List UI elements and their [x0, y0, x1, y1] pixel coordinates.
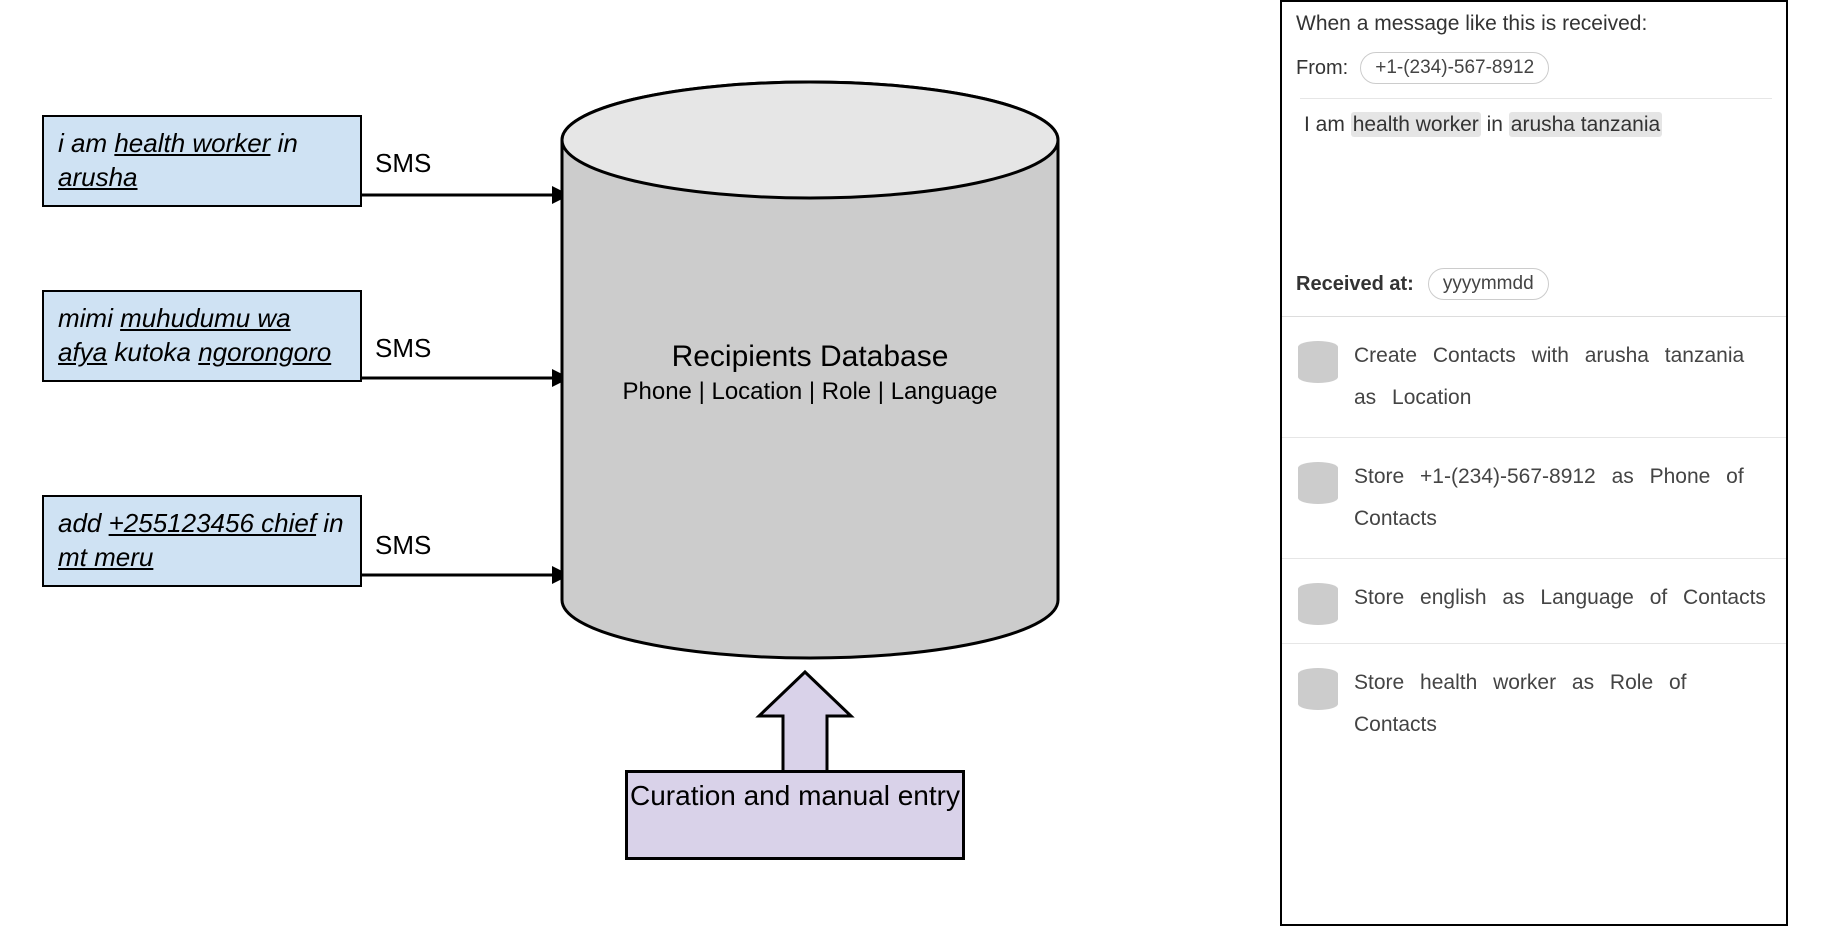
rules-panel: When a message like this is received: Fr… — [1280, 0, 1788, 926]
sms-text: mimi muhudumu wa afya kutoka ngorongoro — [58, 303, 331, 367]
sms-box-3: add +255123456 chief in mt meru — [42, 495, 362, 587]
message-preview: I am health worker in arusha tanzania — [1300, 98, 1772, 258]
sms-text: i am health worker in arusha — [58, 128, 298, 192]
from-value[interactable]: +1-(234)-567-8912 — [1360, 52, 1549, 84]
arrow-2 — [362, 363, 572, 393]
received-row: Received at: yyyymmdd — [1282, 258, 1786, 316]
up-arrow-icon — [755, 668, 855, 776]
received-value[interactable]: yyyymmdd — [1428, 268, 1549, 300]
highlight-role: health worker — [1351, 112, 1481, 137]
sms-label-1: SMS — [375, 148, 431, 179]
rule-item: Store +1-(234)-567-8912 as Phone of Cont… — [1282, 437, 1786, 558]
rule-text: Store english as Language of Contacts — [1354, 577, 1766, 619]
rule-item: Create Contacts with arusha tanzania as … — [1282, 317, 1786, 437]
rules-list: Create Contacts with arusha tanzania as … — [1282, 316, 1786, 764]
from-label: From: — [1296, 57, 1348, 80]
database-icon — [1296, 666, 1340, 710]
curation-label: Curation and manual entry — [625, 770, 965, 858]
sms-box-1: i am health worker in arusha — [42, 115, 362, 207]
highlight-location: arusha tanzania — [1509, 112, 1662, 137]
rule-item: Store english as Language of Contacts — [1282, 558, 1786, 643]
database-icon — [1296, 460, 1340, 504]
database-icon — [1296, 581, 1340, 625]
rule-text: Store +1-(234)-567-8912 as Phone of Cont… — [1354, 456, 1772, 540]
rule-text: Store health worker as Role of Contacts — [1354, 662, 1772, 746]
arrow-1 — [362, 180, 572, 210]
rule-item: Store health worker as Role of Contacts — [1282, 643, 1786, 764]
sms-label-2: SMS — [375, 333, 431, 364]
sms-text: add +255123456 chief in mt meru — [58, 508, 344, 572]
panel-header: When a message like this is received: — [1282, 2, 1786, 44]
database-subtitle: Phone | Location | Role | Language — [560, 378, 1060, 406]
sms-label-3: SMS — [375, 530, 431, 561]
rule-text: Create Contacts with arusha tanzania as … — [1354, 335, 1772, 419]
database-title: Recipients Database — [560, 340, 1060, 374]
sms-box-2: mimi muhudumu wa afya kutoka ngorongoro — [42, 290, 362, 382]
from-row: From: +1-(234)-567-8912 — [1282, 44, 1786, 98]
received-label: Received at: — [1296, 273, 1414, 296]
database-icon — [1296, 339, 1340, 383]
arrow-3 — [362, 560, 572, 590]
